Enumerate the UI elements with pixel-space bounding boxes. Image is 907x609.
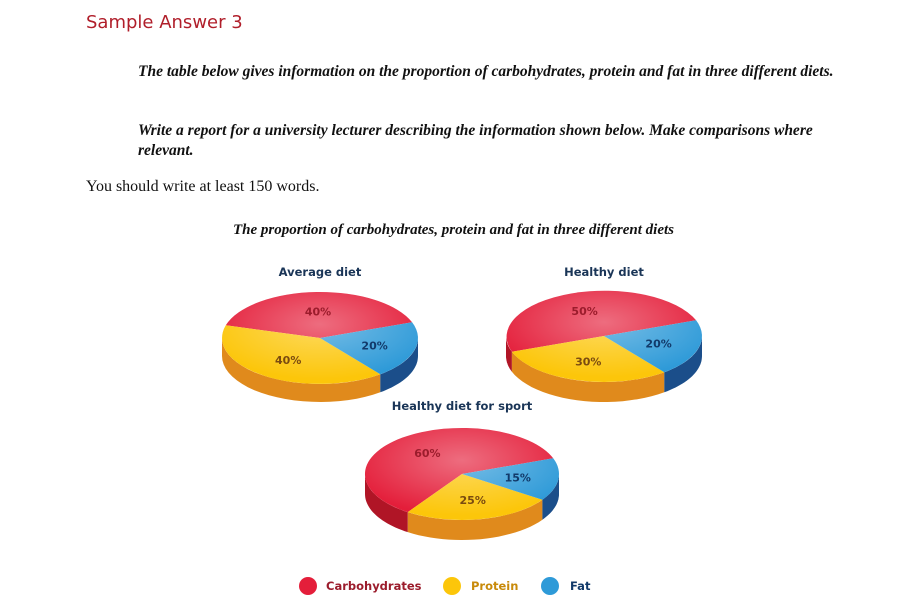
pie-title: Healthy diet bbox=[564, 265, 644, 279]
pie-3: 60% 25% 15% Healthy diet for sport bbox=[364, 399, 559, 540]
chart-title: The proportion of carbohydrates, protein… bbox=[233, 222, 674, 238]
legend-swatch-fat bbox=[541, 577, 559, 595]
legend-swatch-carbohydrates bbox=[299, 577, 317, 595]
pie-side-fat bbox=[380, 338, 418, 393]
legend-swatch-protein bbox=[443, 577, 461, 595]
pie-side-protein bbox=[407, 499, 543, 540]
pie-title: Average diet bbox=[279, 265, 362, 279]
pie-value-label: 25% bbox=[460, 494, 486, 507]
pie-side-carbohydrates bbox=[365, 474, 408, 533]
pie-value-label: 15% bbox=[505, 471, 531, 484]
pie-value-label: 40% bbox=[275, 354, 301, 367]
pie-value-label: 30% bbox=[575, 356, 601, 369]
pie-highlight bbox=[365, 428, 559, 520]
pie-highlight bbox=[506, 290, 702, 382]
task-prompt-description: The table below gives information on the… bbox=[138, 63, 834, 80]
pie-value-label: 20% bbox=[361, 339, 387, 352]
word-count-instruction: You should write at least 150 words. bbox=[86, 178, 320, 195]
pie-side-fat bbox=[664, 336, 702, 393]
legend-label-fat: Fat bbox=[570, 579, 591, 593]
legend: Carbohydrates Protein Fat bbox=[299, 577, 591, 595]
pie-1: 40% 40% 20% Average diet bbox=[222, 265, 418, 402]
pie-title: Healthy diet for sport bbox=[392, 399, 533, 413]
pie-side-carbohydrates bbox=[506, 336, 512, 372]
legend-label-protein: Protein bbox=[471, 579, 518, 593]
pie-highlight bbox=[222, 292, 418, 384]
task-prompt-instruction: Write a report for a university lecturer… bbox=[138, 122, 813, 159]
pie-value-label: 20% bbox=[645, 337, 671, 350]
pie-value-label: 50% bbox=[571, 305, 597, 318]
pie-side-protein bbox=[222, 338, 381, 402]
pie-value-label: 40% bbox=[305, 305, 331, 318]
pie-side-fat bbox=[542, 474, 559, 520]
pie-side-protein bbox=[511, 351, 665, 402]
pie-value-label: 60% bbox=[414, 447, 440, 460]
legend-label-carbohydrates: Carbohydrates bbox=[326, 579, 422, 593]
pie-2: 50% 30% 20% Healthy diet bbox=[506, 265, 702, 402]
page-heading: Sample Answer 3 bbox=[86, 12, 243, 33]
